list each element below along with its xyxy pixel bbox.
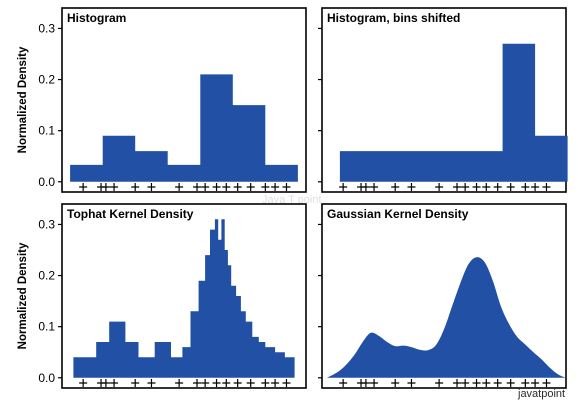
rug-marker (542, 183, 551, 191)
rug-marker (361, 379, 370, 387)
rug-marker (79, 183, 88, 191)
rug-marker (531, 379, 540, 387)
watermark-center: Java T point (262, 194, 322, 206)
rug-marker (472, 379, 481, 387)
rug-marker (193, 379, 202, 387)
rug-marker (201, 379, 210, 387)
rug-marker (370, 379, 379, 387)
rug-marker (271, 183, 280, 191)
rug-marker (521, 379, 530, 387)
rug-marker (542, 379, 551, 387)
rug-marker (339, 183, 348, 191)
rug-marker (261, 183, 270, 191)
rug-marker (175, 183, 184, 191)
y-tick-label: 0.2 (38, 269, 55, 283)
rug-marker (110, 379, 119, 387)
watermark-bottom: javatpoint (517, 388, 565, 400)
rug-marker (79, 379, 88, 387)
rug-marker (370, 183, 379, 191)
y-tick-label: 0.3 (38, 21, 55, 35)
density-area-gaussian (326, 257, 566, 378)
rug-marker (246, 183, 255, 191)
y-axis-label-bottom: Normalized Density (17, 242, 29, 349)
rug-marker (482, 183, 491, 191)
density-area-histogram (70, 74, 298, 182)
rug-marker (261, 379, 270, 387)
rug-marker (212, 183, 221, 191)
rug-marker (461, 183, 470, 191)
rug-marker (222, 379, 231, 387)
rug-marker (339, 379, 348, 387)
rug-marker (131, 183, 140, 191)
rug-marker (407, 183, 416, 191)
rug-marker (407, 379, 416, 387)
rug-marker (147, 379, 156, 387)
rug-marker (222, 183, 231, 191)
panel-title-tophat: Tophat Kernel Density (67, 207, 194, 221)
rug-marker (271, 379, 280, 387)
rug-marker (453, 183, 462, 191)
rug-marker (435, 183, 444, 191)
rug-marker (453, 379, 462, 387)
rug-marker (282, 183, 291, 191)
rug-marker (493, 379, 502, 387)
panel-frame-tophat (61, 203, 307, 389)
density-area-histogram-shifted (339, 43, 568, 182)
rug-marker (110, 183, 119, 191)
y-tick-label: 0.3 (38, 217, 55, 231)
rug-marker (531, 183, 540, 191)
rug-marker (521, 183, 530, 191)
rug-marker (131, 379, 140, 387)
y-tick-label: 0.0 (38, 371, 55, 385)
rug-marker (506, 379, 515, 387)
rug-marker (101, 183, 110, 191)
panel-title-gaussian: Gaussian Kernel Density (327, 207, 469, 221)
rug-marker (101, 379, 110, 387)
rug-marker (193, 183, 202, 191)
y-tick-label: 0.1 (38, 124, 55, 138)
y-tick-label: 0.0 (38, 175, 55, 189)
rug-marker (233, 379, 242, 387)
density-area-tophat (73, 219, 295, 378)
rug-marker (233, 183, 242, 191)
rug-marker (461, 379, 470, 387)
chart-marks: 0.0 0.1 0.2 0.3 0.0 0.1 0.2 0.3 (38, 21, 568, 387)
rug-marker (472, 183, 481, 191)
rug-marker (482, 379, 491, 387)
y-tick-label: 0.1 (38, 320, 55, 334)
panel-title-histogram: Histogram (67, 11, 126, 25)
rug-marker (147, 183, 156, 191)
rug-marker (391, 379, 400, 387)
rug-marker (201, 183, 210, 191)
y-tick-label: 0.2 (38, 73, 55, 87)
rug-marker (391, 183, 400, 191)
panel-frame-histogram (61, 7, 307, 193)
rug-marker (493, 183, 502, 191)
panel-frame-gaussian (321, 203, 567, 389)
rug-marker (212, 379, 221, 387)
rug-marker (246, 379, 255, 387)
rug-marker (282, 379, 291, 387)
panel-title-histogram-shifted: Histogram, bins shifted (327, 11, 460, 25)
rug-marker (506, 183, 515, 191)
y-axis-label-top: Normalized Density (17, 46, 29, 153)
rug-marker (175, 379, 184, 387)
panel-frame-histogram-shifted (321, 7, 567, 193)
rug-marker (361, 183, 370, 191)
rug-marker (435, 379, 444, 387)
